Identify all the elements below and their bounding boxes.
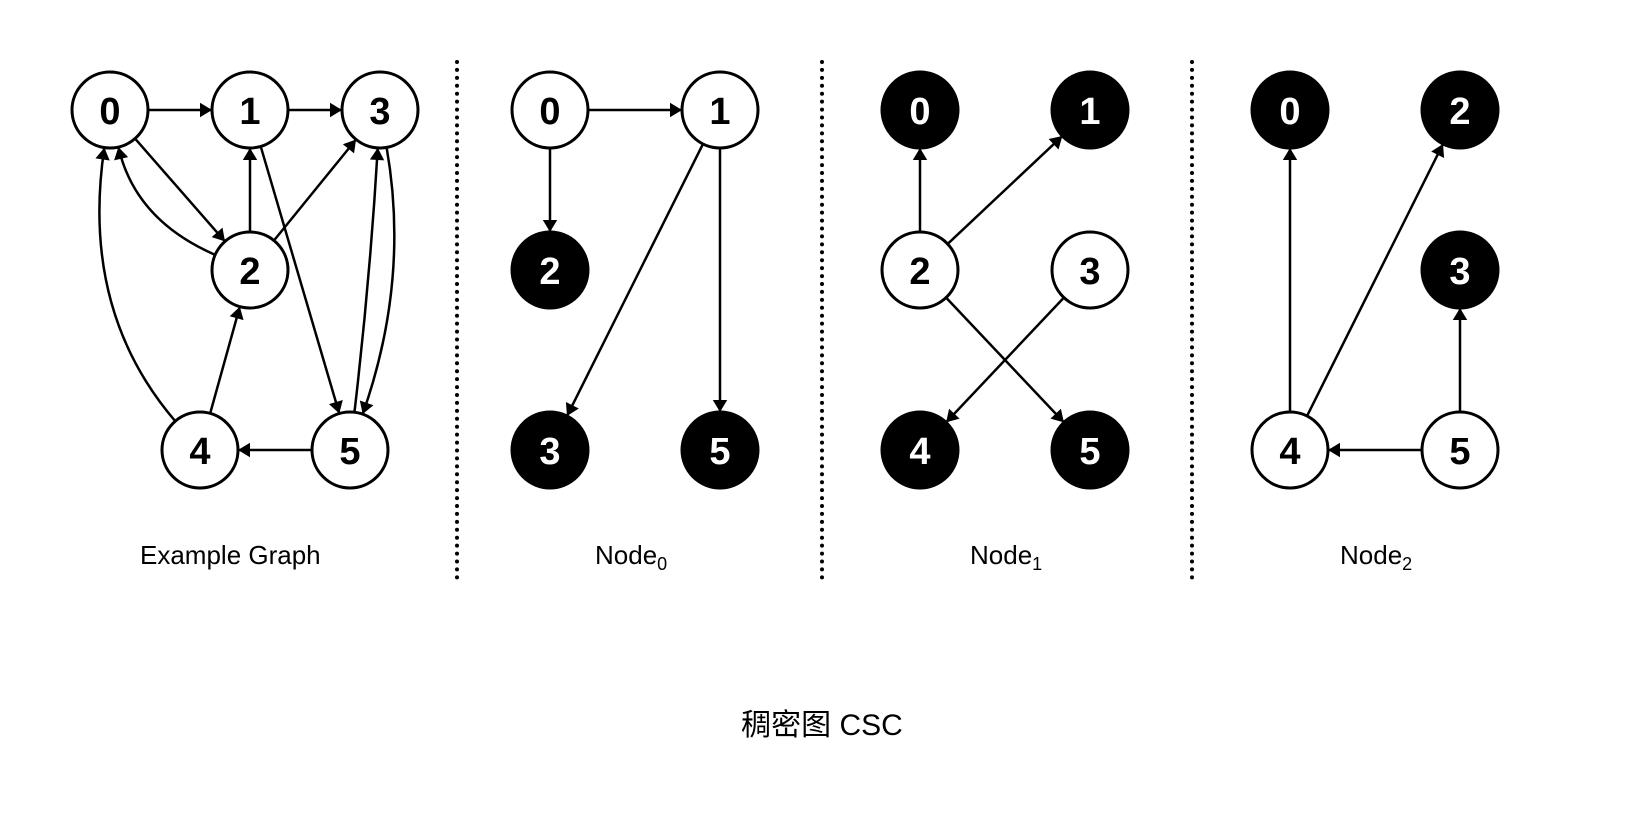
arrowhead xyxy=(1283,148,1297,160)
graph-node-label: 3 xyxy=(369,91,390,133)
edge xyxy=(118,147,215,255)
graph-node-label: 5 xyxy=(1449,431,1470,473)
graph-node-label: 0 xyxy=(99,91,120,133)
edge xyxy=(354,148,377,412)
graph-node-label: 2 xyxy=(239,251,260,293)
arrowhead xyxy=(238,443,250,457)
panel-label: Node2 xyxy=(1340,540,1412,575)
arrowhead xyxy=(95,148,109,161)
arrowhead xyxy=(913,148,927,160)
panel-label-text: Node xyxy=(1340,540,1402,570)
panel-label-sub: 2 xyxy=(1402,554,1412,574)
arrowhead xyxy=(243,148,257,160)
graph-panel-node1: 0 1 2 3 4 5 xyxy=(860,50,1160,510)
graph-node-label: 3 xyxy=(539,431,560,473)
graph-node-label: 1 xyxy=(239,91,260,133)
figure-caption: 稠密图 CSC xyxy=(0,700,1644,744)
edge xyxy=(210,307,240,414)
panel-label-sub: 0 xyxy=(657,554,667,574)
arrowhead xyxy=(1453,308,1467,320)
arrowhead xyxy=(343,139,356,153)
graph-node-label: 2 xyxy=(1449,91,1470,133)
graph-node-label: 2 xyxy=(909,251,930,293)
arrowhead xyxy=(670,103,682,117)
panel-divider xyxy=(1190,60,1194,580)
graph-node-label: 4 xyxy=(909,431,930,473)
arrowhead xyxy=(543,220,557,232)
panel-divider xyxy=(455,60,459,580)
graph-panel-node0: 0 1 2 3 5 xyxy=(490,50,790,510)
graph-node-label: 3 xyxy=(1079,251,1100,293)
graph-panel-example: 0 1 3 2 4 5 xyxy=(50,50,430,510)
edge xyxy=(135,139,225,242)
arrowhead xyxy=(1328,443,1340,457)
graph-node-label: 0 xyxy=(909,91,930,133)
graph-node-label: 1 xyxy=(1079,91,1100,133)
graph-node-label: 5 xyxy=(339,431,360,473)
arrowhead xyxy=(200,103,212,117)
edge xyxy=(274,139,356,240)
diagram-canvas: 稠密图 CSC013245Example Graph01235Node00123… xyxy=(0,0,1644,826)
panel-label: Example Graph xyxy=(140,540,321,571)
arrowhead xyxy=(230,307,244,320)
panel-label-sub: 1 xyxy=(1032,554,1042,574)
graph-node-label: 0 xyxy=(1279,91,1300,133)
panel-label-text: Node xyxy=(970,540,1032,570)
edge xyxy=(948,136,1063,244)
edge xyxy=(99,148,175,422)
graph-node-label: 4 xyxy=(1279,431,1300,473)
graph-panel-node2: 0 2 3 4 5 xyxy=(1230,50,1530,510)
arrowhead xyxy=(114,147,128,160)
graph-node-label: 1 xyxy=(709,91,730,133)
panel-label: Node0 xyxy=(595,540,667,575)
arrowhead xyxy=(330,103,342,117)
panel-divider xyxy=(820,60,824,580)
graph-node-label: 0 xyxy=(539,91,560,133)
graph-node-label: 2 xyxy=(539,251,560,293)
graph-node-label: 3 xyxy=(1449,251,1470,293)
graph-node-label: 4 xyxy=(189,431,210,473)
arrowhead xyxy=(370,148,384,160)
graph-node-label: 5 xyxy=(709,431,730,473)
panel-label-text: Node xyxy=(595,540,657,570)
arrowhead xyxy=(713,400,727,412)
graph-node-label: 5 xyxy=(1079,431,1100,473)
panel-label: Node1 xyxy=(970,540,1042,575)
